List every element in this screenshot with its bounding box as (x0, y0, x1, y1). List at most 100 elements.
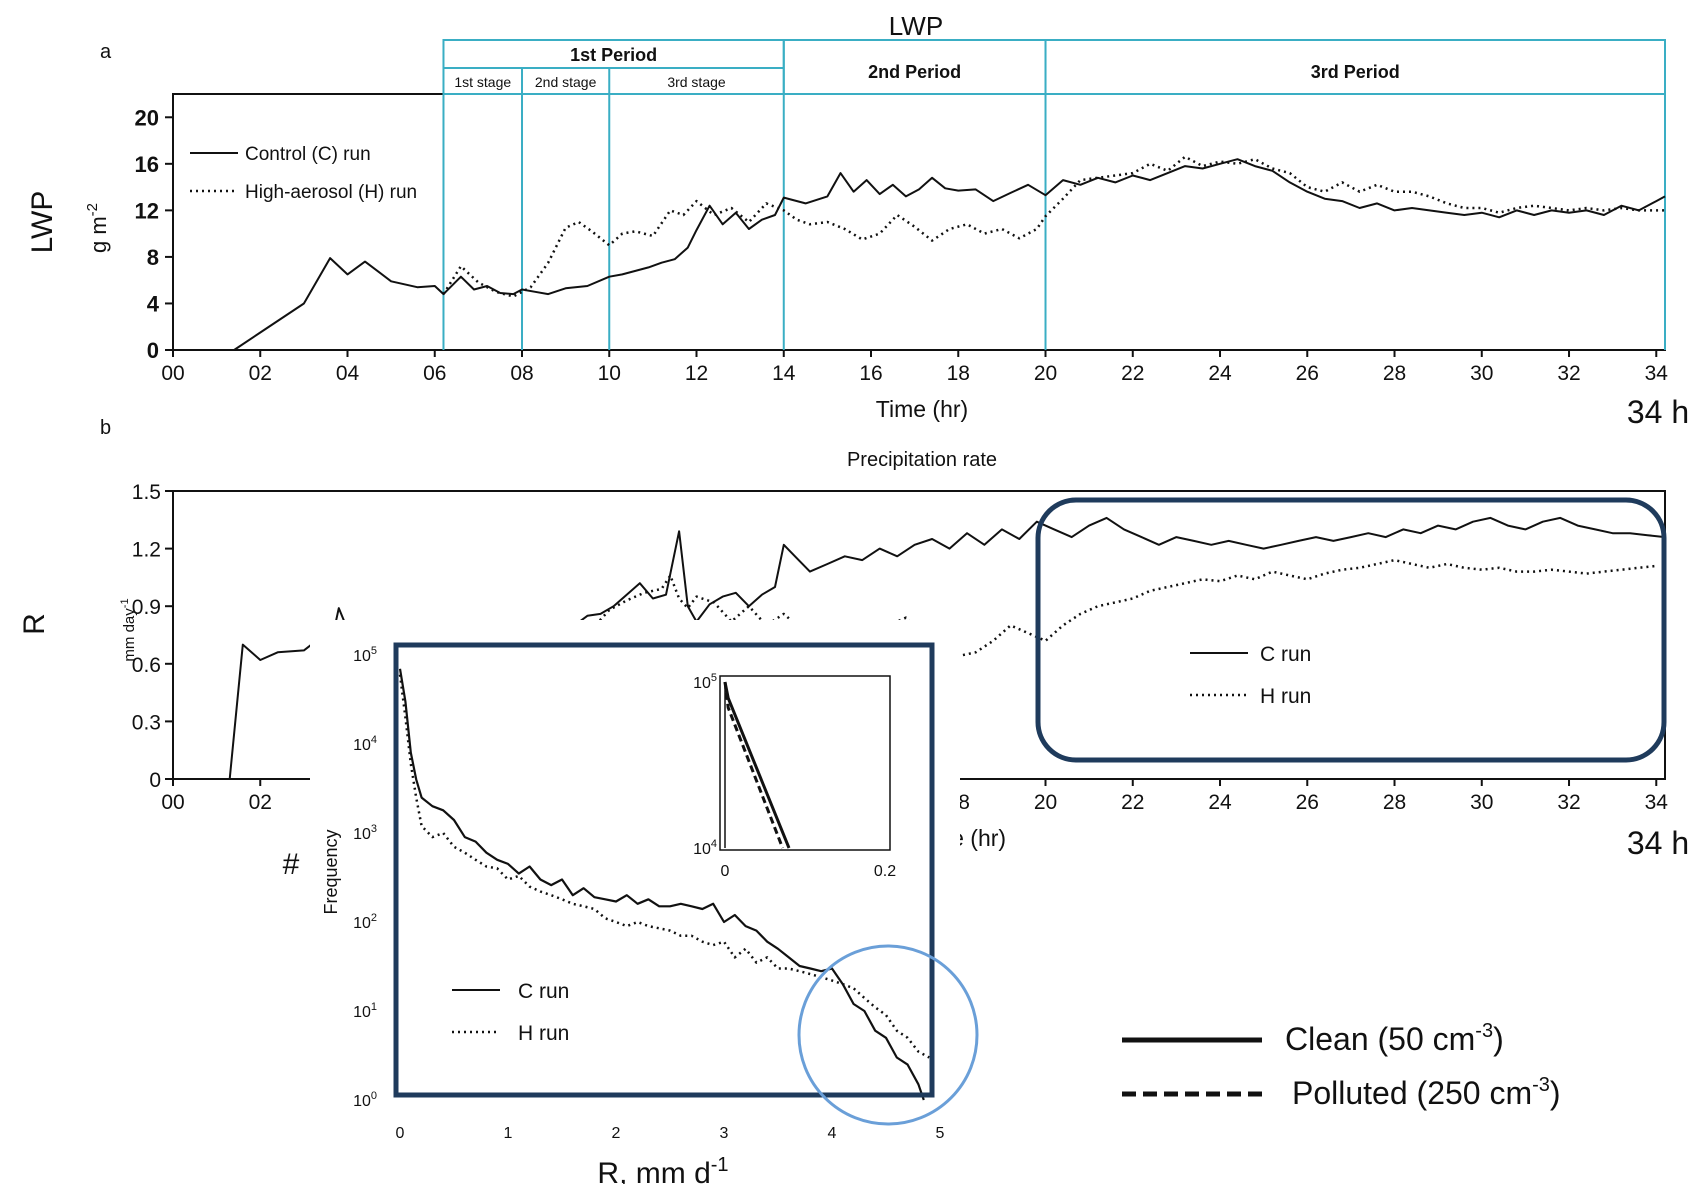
precip-x-tick-label: 22 (1121, 791, 1144, 814)
precip-y-tick-label: 0 (149, 769, 161, 792)
lwp-y-tick-label: 0 (147, 338, 159, 363)
precip-y-tick-label: 0.9 (132, 596, 161, 619)
lwp-x-tick-label: 34 (1645, 362, 1669, 385)
precip-c-line (228, 516, 1666, 780)
lwp-x-tick-label: 14 (772, 362, 796, 385)
lwp-x-tick-label: 12 (685, 362, 708, 385)
lwp-left-label: LWP (26, 191, 59, 254)
inset-x-tick-label: 0 (396, 1125, 405, 1142)
precip-x-tick-label: 00 (161, 791, 184, 814)
inset-legend-c-label: C run (518, 980, 569, 1003)
lwp-y-tick-label: 12 (135, 198, 159, 223)
precip-legend-h-label: H run (1260, 685, 1311, 708)
inset-y-tick-label: 103 (353, 823, 377, 843)
zoom-frame (719, 675, 891, 851)
lwp-x-axis-label: Time (hr) (876, 396, 968, 422)
zoom-y-tick-base: 10 (693, 675, 711, 692)
inset-y-tick-base: 10 (353, 737, 371, 754)
inset-h-line (398, 674, 930, 1059)
period-label-1: 1st Period (570, 45, 657, 65)
lwp-x-tick-label: 00 (161, 362, 184, 385)
tail-highlight-circle (797, 944, 979, 1126)
precip-x-tick-label: 28 (1383, 791, 1406, 814)
lwp-y-ticks: 0 4 8 12 16 20 (135, 105, 173, 363)
precip-y-axis-label: mm day-1 (119, 598, 138, 661)
lwp-x-tick-label: 16 (859, 362, 882, 385)
inset-y-tick-exp: 0 (371, 1090, 377, 1102)
zoom-y-tick-label: 104 (693, 838, 717, 858)
inset-y-tick-exp: 3 (371, 823, 377, 835)
lwp-x-tick-label: 10 (598, 362, 621, 385)
lwp-y-axis-label: g m-2 (84, 203, 111, 253)
period-label-2: 2nd Period (868, 62, 961, 82)
precip-x-tick-label: 32 (1557, 791, 1580, 814)
inset-y-tick-exp: 5 (371, 645, 377, 657)
inset-c-line (398, 668, 925, 1101)
lwp-x-tick-label: 30 (1470, 362, 1493, 385)
inset-y-tick-label: 100 (353, 1090, 377, 1110)
zoom-y-tick-exp: 4 (711, 838, 717, 850)
zoom-y-tick-exp: 5 (711, 672, 717, 684)
precip-y-tick-label: 1.2 (132, 539, 161, 562)
period-label-3: 3rd Period (1311, 62, 1400, 82)
lwp-x-tick-label: 18 (947, 362, 970, 385)
precip-x-tick-label: 02 (249, 791, 272, 814)
panel-letter-b: b (100, 417, 111, 439)
lwp-y-tick-label: 4 (147, 291, 160, 316)
inset-y-tick-base: 10 (353, 1093, 371, 1110)
lwp-title: LWP (889, 11, 943, 41)
precip-y-tick-label: 0.3 (132, 711, 161, 734)
lwp-x-tick-label: 02 (249, 362, 272, 385)
zoom-y-tick-label: 105 (693, 672, 717, 692)
stage-label-2: 2nd stage (535, 74, 597, 90)
zoom-h-line (723, 681, 784, 849)
lwp-y-tick-label: 20 (135, 105, 159, 130)
inset-y-axis-label: Frequency (321, 829, 341, 914)
inset-x-tick-label: 2 (612, 1125, 621, 1142)
lwp-y-tick-label: 8 (147, 245, 159, 270)
lwp-x-tick-label: 04 (336, 362, 360, 385)
inset-y-tick-base: 10 (353, 648, 371, 665)
lwp-x-tick-label: 32 (1557, 362, 1580, 385)
inset-y-tick-base: 10 (353, 915, 371, 932)
precip-y-tick-label: 0.6 (132, 654, 161, 677)
precip-x-tick-label: 20 (1034, 791, 1057, 814)
lwp-x-tick-label: 22 (1121, 362, 1144, 385)
zoom-x-tick-label: 0.2 (874, 863, 896, 880)
precip-y-ticks: 0 0.3 0.6 0.9 1.2 1.5 (132, 481, 173, 792)
lwp-x-tick-label: 06 (423, 362, 446, 385)
inset-y-tick-label: 102 (353, 912, 377, 932)
precip-y-tick-label: 1.5 (132, 481, 161, 504)
precip-x-tick-label: 24 (1208, 791, 1232, 814)
panel-letter-a: a (100, 41, 112, 63)
inset-x-tick-label: 1 (504, 1125, 513, 1142)
inset-y-tick-exp: 1 (371, 1001, 377, 1013)
stage-label-1: 1st stage (454, 74, 511, 90)
precip-end-note: 34 h (1627, 825, 1689, 861)
inset-frame (393, 642, 935, 1098)
period-box-3 (1044, 39, 1666, 95)
inset-y-tick-exp: 2 (371, 912, 377, 924)
lwp-plot-frame (172, 93, 1666, 351)
inset-hash-label: # (283, 848, 300, 881)
inset-series (398, 668, 930, 1101)
inset-x-tick-label: 3 (720, 1125, 729, 1142)
lwp-x-tick-label: 20 (1034, 362, 1057, 385)
inset-x-tick-label: 4 (828, 1125, 837, 1142)
lwp-legend-high-aerosol-label: High-aerosol (H) run (245, 182, 417, 203)
legend-polluted-label: Polluted (250 cm-3) (1292, 1074, 1561, 1111)
highlight-box (1035, 497, 1667, 763)
lwp-end-note: 34 h (1627, 394, 1689, 430)
precip-series (228, 516, 1666, 780)
lwp-x-tick-label: 28 (1383, 362, 1406, 385)
zoom-x-tick-label: 0 (721, 863, 730, 880)
lwp-x-ticks: 00 02 04 06 08 10 12 14 16 18 20 22 24 26 28 30 32 34 (161, 350, 1668, 385)
inset-x-ticks: 0 1 2 3 4 5 (396, 1125, 945, 1142)
inset-y-tick-base: 10 (353, 1004, 371, 1021)
precip-x-tick-label: 26 (1296, 791, 1319, 814)
lwp-legend-control-label: Control (C) run (245, 144, 371, 165)
